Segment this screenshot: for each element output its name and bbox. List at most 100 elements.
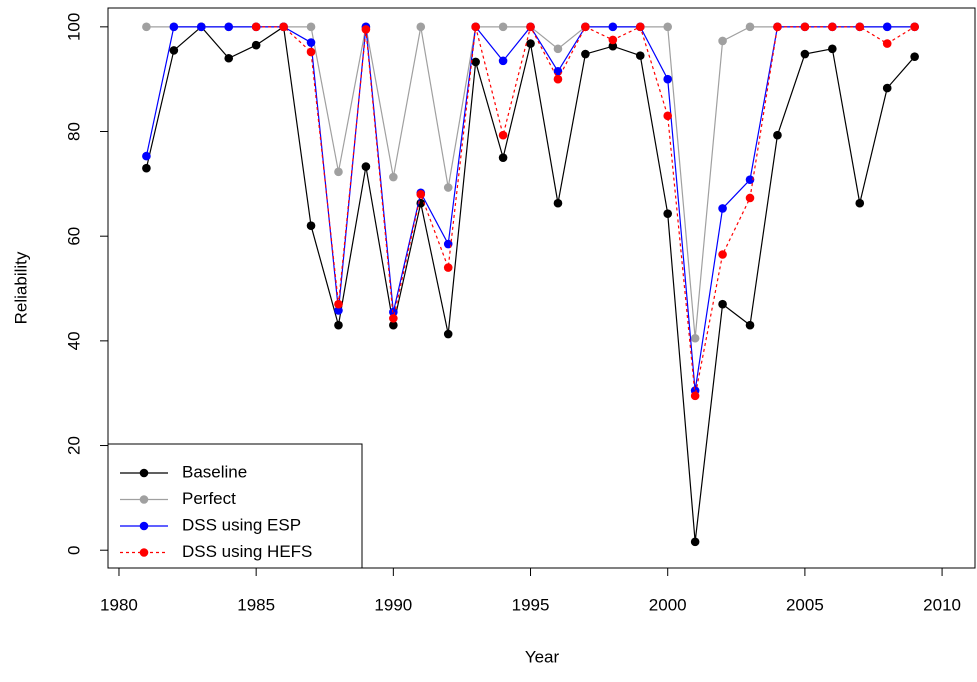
- data-point: [690, 391, 700, 401]
- data-point: [224, 53, 234, 63]
- legend-marker: [139, 495, 149, 504]
- data-point: [581, 22, 590, 32]
- data-point: [882, 39, 892, 48]
- data-point: [828, 22, 837, 32]
- data-point: [882, 22, 892, 32]
- y-tick-label: 60: [64, 227, 83, 246]
- series-line: [145, 25, 915, 391]
- data-point: [553, 74, 563, 84]
- data-point: [142, 163, 151, 173]
- data-point: [334, 299, 343, 309]
- data-point: [663, 209, 673, 218]
- data-point: [251, 22, 261, 32]
- data-point: [663, 22, 673, 32]
- data-point: [663, 111, 673, 121]
- data-point: [745, 320, 755, 330]
- data-point: [608, 35, 618, 45]
- x-tick-label: 2000: [649, 595, 687, 614]
- y-tick-label: 100: [64, 13, 83, 41]
- x-tick-label: 1990: [374, 595, 412, 614]
- data-point: [800, 49, 810, 59]
- data-point: [471, 57, 480, 67]
- legend-marker: [139, 548, 149, 557]
- data-point: [498, 153, 508, 162]
- data-point: [416, 190, 426, 199]
- data-point: [169, 46, 179, 55]
- data-point: [389, 172, 398, 182]
- legend-label: DSS using ESP: [182, 515, 301, 534]
- data-point: [279, 22, 288, 32]
- data-point: [196, 22, 206, 32]
- data-point: [443, 329, 453, 339]
- data-point: [169, 22, 179, 32]
- data-point: [416, 22, 426, 32]
- data-point: [690, 537, 700, 547]
- legend-label: Perfect: [182, 489, 236, 508]
- data-point: [553, 67, 563, 76]
- data-point: [718, 250, 727, 259]
- data-point: [663, 74, 673, 84]
- data-point: [306, 47, 316, 57]
- data-point: [498, 130, 508, 140]
- y-axis-label: Reliability: [11, 251, 30, 324]
- data-point: [745, 193, 755, 203]
- data-point: [773, 130, 782, 140]
- legend: Baseline Perfect DSS using ESP DSS using HE…: [107, 443, 363, 569]
- data-point: [443, 263, 453, 272]
- legend-label: DSS using HEFS: [182, 542, 312, 561]
- legend-marker: [139, 521, 149, 531]
- data-point: [882, 83, 892, 93]
- data-point: [389, 320, 398, 330]
- data-point: [855, 198, 865, 208]
- data-point: [334, 306, 343, 315]
- data-point: [553, 198, 563, 208]
- data-point: [306, 22, 316, 32]
- y-tick-label: 40: [64, 331, 83, 350]
- legend-marker: [139, 468, 149, 478]
- data-point: [745, 175, 755, 184]
- data-point: [690, 333, 700, 343]
- data-point: [142, 151, 151, 161]
- data-point: [361, 25, 371, 34]
- x-tick-label: 1995: [512, 595, 550, 614]
- data-point: [718, 204, 727, 213]
- data-point: [828, 44, 837, 54]
- data-point: [553, 44, 563, 54]
- x-tick-label: 2005: [786, 595, 824, 614]
- data-point: [526, 39, 535, 48]
- data-point: [608, 22, 618, 32]
- legend-label: Baseline: [182, 462, 247, 481]
- data-point: [635, 22, 645, 32]
- data-point: [581, 49, 590, 59]
- legend-box: [107, 443, 363, 569]
- data-point: [635, 51, 645, 60]
- data-point: [773, 22, 782, 32]
- data-point: [224, 22, 234, 32]
- data-point: [361, 162, 371, 171]
- data-point: [389, 314, 398, 323]
- x-axis-label: Year: [525, 647, 560, 666]
- data-point: [142, 22, 151, 32]
- x-tick-label: 1985: [237, 595, 275, 614]
- data-point: [306, 38, 316, 47]
- y-tick-label: 80: [64, 122, 83, 141]
- data-point: [498, 56, 508, 66]
- data-point: [718, 299, 727, 309]
- data-point: [306, 221, 316, 231]
- x-tick-label: 1980: [100, 595, 138, 614]
- data-point: [251, 40, 261, 50]
- data-point: [910, 52, 919, 61]
- data-point: [745, 22, 755, 32]
- data-point: [800, 22, 810, 32]
- data-point: [855, 22, 865, 32]
- data-point: [526, 22, 535, 32]
- data-point: [334, 320, 343, 330]
- data-point: [334, 167, 343, 177]
- x-tick-label: 2010: [923, 595, 961, 614]
- series-line: [146, 26, 915, 339]
- data-point: [910, 22, 919, 32]
- data-point: [471, 22, 480, 32]
- y-tick-label: 0: [64, 545, 83, 554]
- data-point: [443, 183, 453, 192]
